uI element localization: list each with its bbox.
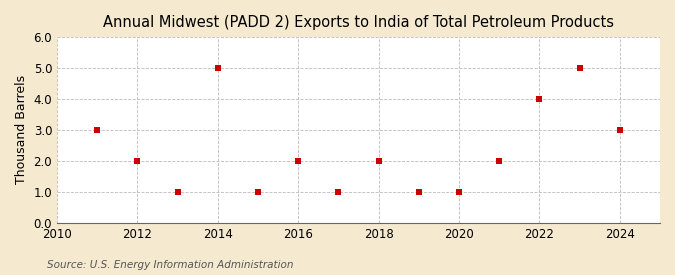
Y-axis label: Thousand Barrels: Thousand Barrels [15,75,28,184]
Point [213,65,223,70]
Point [494,159,505,163]
Point [132,159,143,163]
Point [614,128,625,132]
Point [92,128,103,132]
Point [454,190,464,194]
Point [172,190,183,194]
Title: Annual Midwest (PADD 2) Exports to India of Total Petroleum Products: Annual Midwest (PADD 2) Exports to India… [103,15,614,30]
Point [373,159,384,163]
Point [333,190,344,194]
Point [252,190,263,194]
Point [534,97,545,101]
Point [293,159,304,163]
Text: Source: U.S. Energy Information Administration: Source: U.S. Energy Information Administ… [47,260,294,270]
Point [574,65,585,70]
Point [413,190,424,194]
